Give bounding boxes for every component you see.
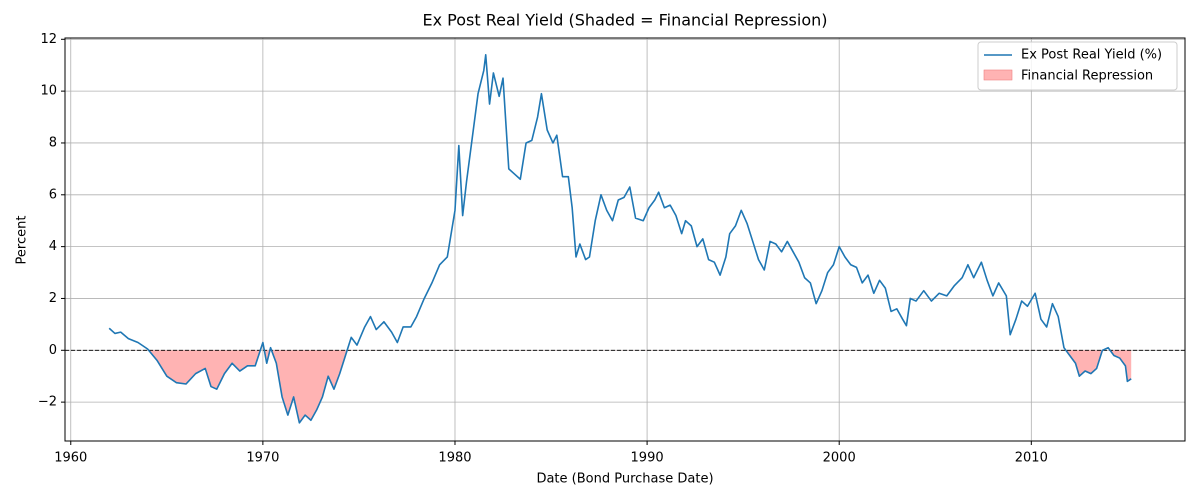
x-tick-label: 1980 bbox=[438, 451, 471, 466]
legend-label: Financial Repression bbox=[1021, 69, 1153, 84]
legend-box bbox=[977, 41, 1178, 91]
y-tick-label: 12 bbox=[40, 32, 57, 47]
y-tick-label: 0 bbox=[49, 343, 57, 358]
y-tick-label: 4 bbox=[49, 239, 57, 254]
chart-title: Ex Post Real Yield (Shaded = Financial R… bbox=[423, 11, 828, 30]
y-tick-label: −2 bbox=[38, 395, 57, 410]
y-axis-label: Percent bbox=[15, 216, 30, 265]
x-tick-label: 1970 bbox=[246, 451, 279, 466]
x-tick-label: 2010 bbox=[1015, 451, 1048, 466]
repression-area bbox=[109, 350, 1132, 423]
plot-frame bbox=[64, 37, 1186, 442]
x-tick-label: 2000 bbox=[823, 451, 856, 466]
y-tick-label: 10 bbox=[40, 84, 57, 99]
y-tick-label: 8 bbox=[49, 135, 57, 150]
legend-area-swatch bbox=[983, 69, 1013, 81]
x-axis-label: Date (Bond Purchase Date) bbox=[536, 472, 713, 487]
legend-label: Ex Post Real Yield (%) bbox=[1021, 48, 1162, 63]
y-tick-label: 6 bbox=[49, 187, 57, 202]
y-tick-label: 2 bbox=[49, 291, 57, 306]
series-line bbox=[108, 54, 1132, 424]
x-tick-label: 1990 bbox=[631, 451, 664, 466]
x-tick-label: 1960 bbox=[54, 451, 87, 466]
